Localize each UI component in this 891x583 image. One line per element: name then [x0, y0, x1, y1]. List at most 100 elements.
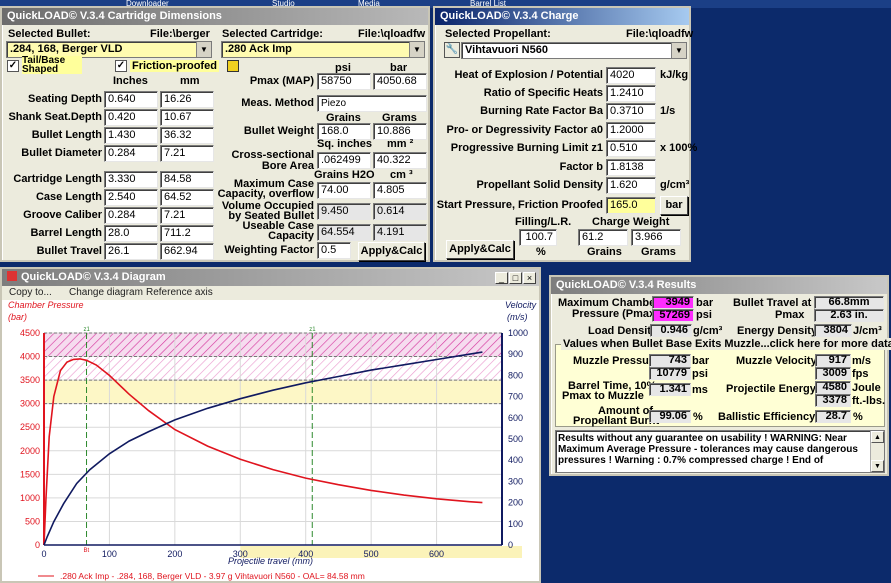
cartridge-picture-icon[interactable] [227, 60, 239, 72]
friction-proofed-checkbox[interactable]: ✓ [115, 60, 127, 72]
menu-reference-axis[interactable]: Reference axis [146, 287, 213, 298]
close-button[interactable]: × [523, 272, 536, 284]
dimension-mm-field[interactable]: 16.26 [160, 91, 214, 108]
dimension-mm-field[interactable]: 36.32 [160, 127, 214, 144]
pmax-label: Pmax (MAP) [249, 75, 314, 87]
charge-row-field[interactable]: 0.3710 [606, 103, 656, 120]
dimension-mm-field[interactable]: 10.67 [160, 109, 214, 126]
friction-proofed-label: Friction-proofed [130, 60, 219, 72]
tail-base-label: Tail/Base Shaped [22, 56, 82, 75]
dimension-mm-field[interactable]: 7.21 [160, 207, 214, 224]
muzzle-pressure-bar-unit: bar [692, 355, 710, 367]
cartridge-window-title: QuickLOAD© V.3.4 Cartridge Dimensions [2, 8, 428, 25]
charge-row-field[interactable]: 1.2000 [606, 122, 656, 139]
propellant-tool-icon[interactable]: 🔧 [444, 42, 460, 58]
dimension-inches-field[interactable]: 0.284 [104, 145, 158, 162]
occupied-label-1: Volume Occupied [221, 200, 314, 212]
tail-base-checkbox[interactable]: ✓ [7, 60, 19, 72]
scroll-down-arrow-icon[interactable]: ▼ [871, 460, 884, 472]
dimension-row-label: Bullet Diameter [21, 147, 102, 159]
dimension-mm-field[interactable]: 711.2 [160, 225, 214, 242]
propellant-select-value: Vihtavuori N560 [465, 44, 548, 56]
max-pressure-label-1: Maximum Chamber [558, 297, 660, 309]
capacity-cm3-field[interactable]: 4.805 [373, 182, 427, 199]
desktop-item[interactable]: Barrel List [470, 0, 507, 8]
y1-tick-label: 2500 [20, 422, 40, 432]
menu-copy-to[interactable]: Copy to... [9, 287, 52, 298]
chevron-down-icon[interactable]: ▼ [671, 43, 686, 58]
dimension-inches-field[interactable]: 3.330 [104, 171, 158, 188]
weighting-factor-field[interactable]: 0.5 [317, 242, 351, 259]
dimension-row-label: Barrel Length [30, 227, 102, 239]
charge-window-title: QuickLOAD© V.3.4 Charge [435, 8, 689, 25]
chevron-down-icon[interactable]: ▼ [196, 42, 211, 57]
dimension-mm-field[interactable]: 64.52 [160, 189, 214, 206]
y2-tick-label: 600 [508, 413, 523, 423]
charge-row-field[interactable]: 0.510 [606, 140, 656, 157]
scroll-up-arrow-icon[interactable]: ▲ [871, 431, 884, 443]
grains-unit: Grains [587, 246, 622, 258]
desktop-item[interactable]: Media [358, 0, 380, 8]
bullet-select[interactable]: .284, 168, Berger VLD ▼ [6, 41, 212, 58]
dimension-mm-field[interactable]: 7.21 [160, 145, 214, 162]
y1-tick-label: 2000 [20, 446, 40, 456]
bullet-file-label: File:\berger [150, 28, 210, 40]
dimension-mm-field[interactable]: 84.58 [160, 171, 214, 188]
charge-row-field[interactable]: 1.620 [606, 177, 656, 194]
dimension-mm-field[interactable]: 662.94 [160, 243, 214, 260]
y2-tick-label: 200 [508, 498, 523, 508]
muzzle-values-group-label[interactable]: Values when Bullet Base Exits Muzzle...c… [561, 338, 891, 350]
menu-change-diagram[interactable]: Change diagram [69, 287, 143, 298]
bullet-weight-grains-field[interactable]: 168.0 [317, 123, 371, 140]
warnings-scrollbar[interactable]: ▲ ▼ [870, 431, 884, 472]
pmax-bar-field[interactable]: 4050.68 [373, 73, 427, 90]
bullet-weight-grams-field[interactable]: 10.886 [373, 123, 427, 140]
propellant-select[interactable]: Vihtavuori N560 ▼ [461, 42, 687, 59]
minimize-button[interactable]: _ [495, 272, 508, 284]
dimension-row-label: Groove Caliber [23, 209, 102, 221]
charge-grains-field[interactable]: 61.2 [578, 229, 628, 246]
apply-calc-button[interactable]: Apply&Calc [358, 242, 425, 261]
chevron-down-icon[interactable]: ▼ [409, 42, 424, 57]
dimension-inches-field[interactable]: 0.640 [104, 91, 158, 108]
filling-field[interactable]: 100.7 [519, 229, 557, 246]
pmax-psi-field[interactable]: 58750 [317, 73, 371, 90]
dimension-inches-field[interactable]: 0.284 [104, 207, 158, 224]
apply-calc-button[interactable]: Apply&Calc [446, 240, 514, 259]
bore-area-label-2: Bore Area [261, 160, 314, 172]
capacity-grains-field[interactable]: 74.00 [317, 182, 371, 199]
desktop-item[interactable]: Studio [272, 0, 295, 8]
max-pressure-psi-value: 57269 [652, 309, 694, 322]
dimension-inches-field[interactable]: 26.1 [104, 243, 158, 260]
cartridge-select-value: .280 Ack Imp [225, 43, 292, 55]
marker-z1-label: z1 [84, 327, 91, 333]
maximize-button[interactable]: □ [509, 272, 522, 284]
chamber-pressure-line [43, 358, 483, 546]
charge-row-field[interactable]: 165.0 [606, 197, 656, 214]
dimension-inches-field[interactable]: 2.540 [104, 189, 158, 206]
travel-pmax-mm: 66.8mm [814, 296, 884, 309]
y2-tick-label: 0 [508, 540, 513, 550]
charge-row-field[interactable]: 1.8138 [606, 159, 656, 176]
y2-tick-label: 900 [508, 349, 523, 359]
bar-button[interactable]: bar [660, 196, 688, 215]
desktop-item[interactable]: Downloader [126, 0, 169, 8]
grams-unit: Grams [641, 246, 676, 258]
charge-row-field[interactable]: 1.2410 [606, 85, 656, 102]
y2-tick-label: 500 [508, 434, 523, 444]
charge-row-label: Factor b [559, 161, 603, 173]
dimension-inches-field[interactable]: 28.0 [104, 225, 158, 242]
bore-area-mm-field[interactable]: 40.322 [373, 152, 427, 169]
charge-grams-field[interactable]: 3.966 [631, 229, 681, 246]
meas-method-field[interactable]: Piezo [317, 95, 427, 112]
dimension-inches-field[interactable]: 0.420 [104, 109, 158, 126]
cartridge-dimensions-window: QuickLOAD© V.3.4 Cartridge Dimensions Se… [0, 6, 430, 262]
dimension-inches-field[interactable]: 1.430 [104, 127, 158, 144]
dimension-row-label: Bullet Travel [36, 245, 102, 257]
cartridge-select[interactable]: .280 Ack Imp ▼ [221, 41, 425, 58]
results-window: QuickLOAD© V.3.4 Results Maximum Chamber… [549, 275, 891, 476]
charge-row-field[interactable]: 4020 [606, 67, 656, 84]
charge-row-unit: g/cm³ [660, 179, 690, 191]
warnings-textbox[interactable]: Results without any guarantee on usabili… [555, 430, 885, 473]
bore-area-inches-field[interactable]: .062499 [317, 152, 371, 169]
